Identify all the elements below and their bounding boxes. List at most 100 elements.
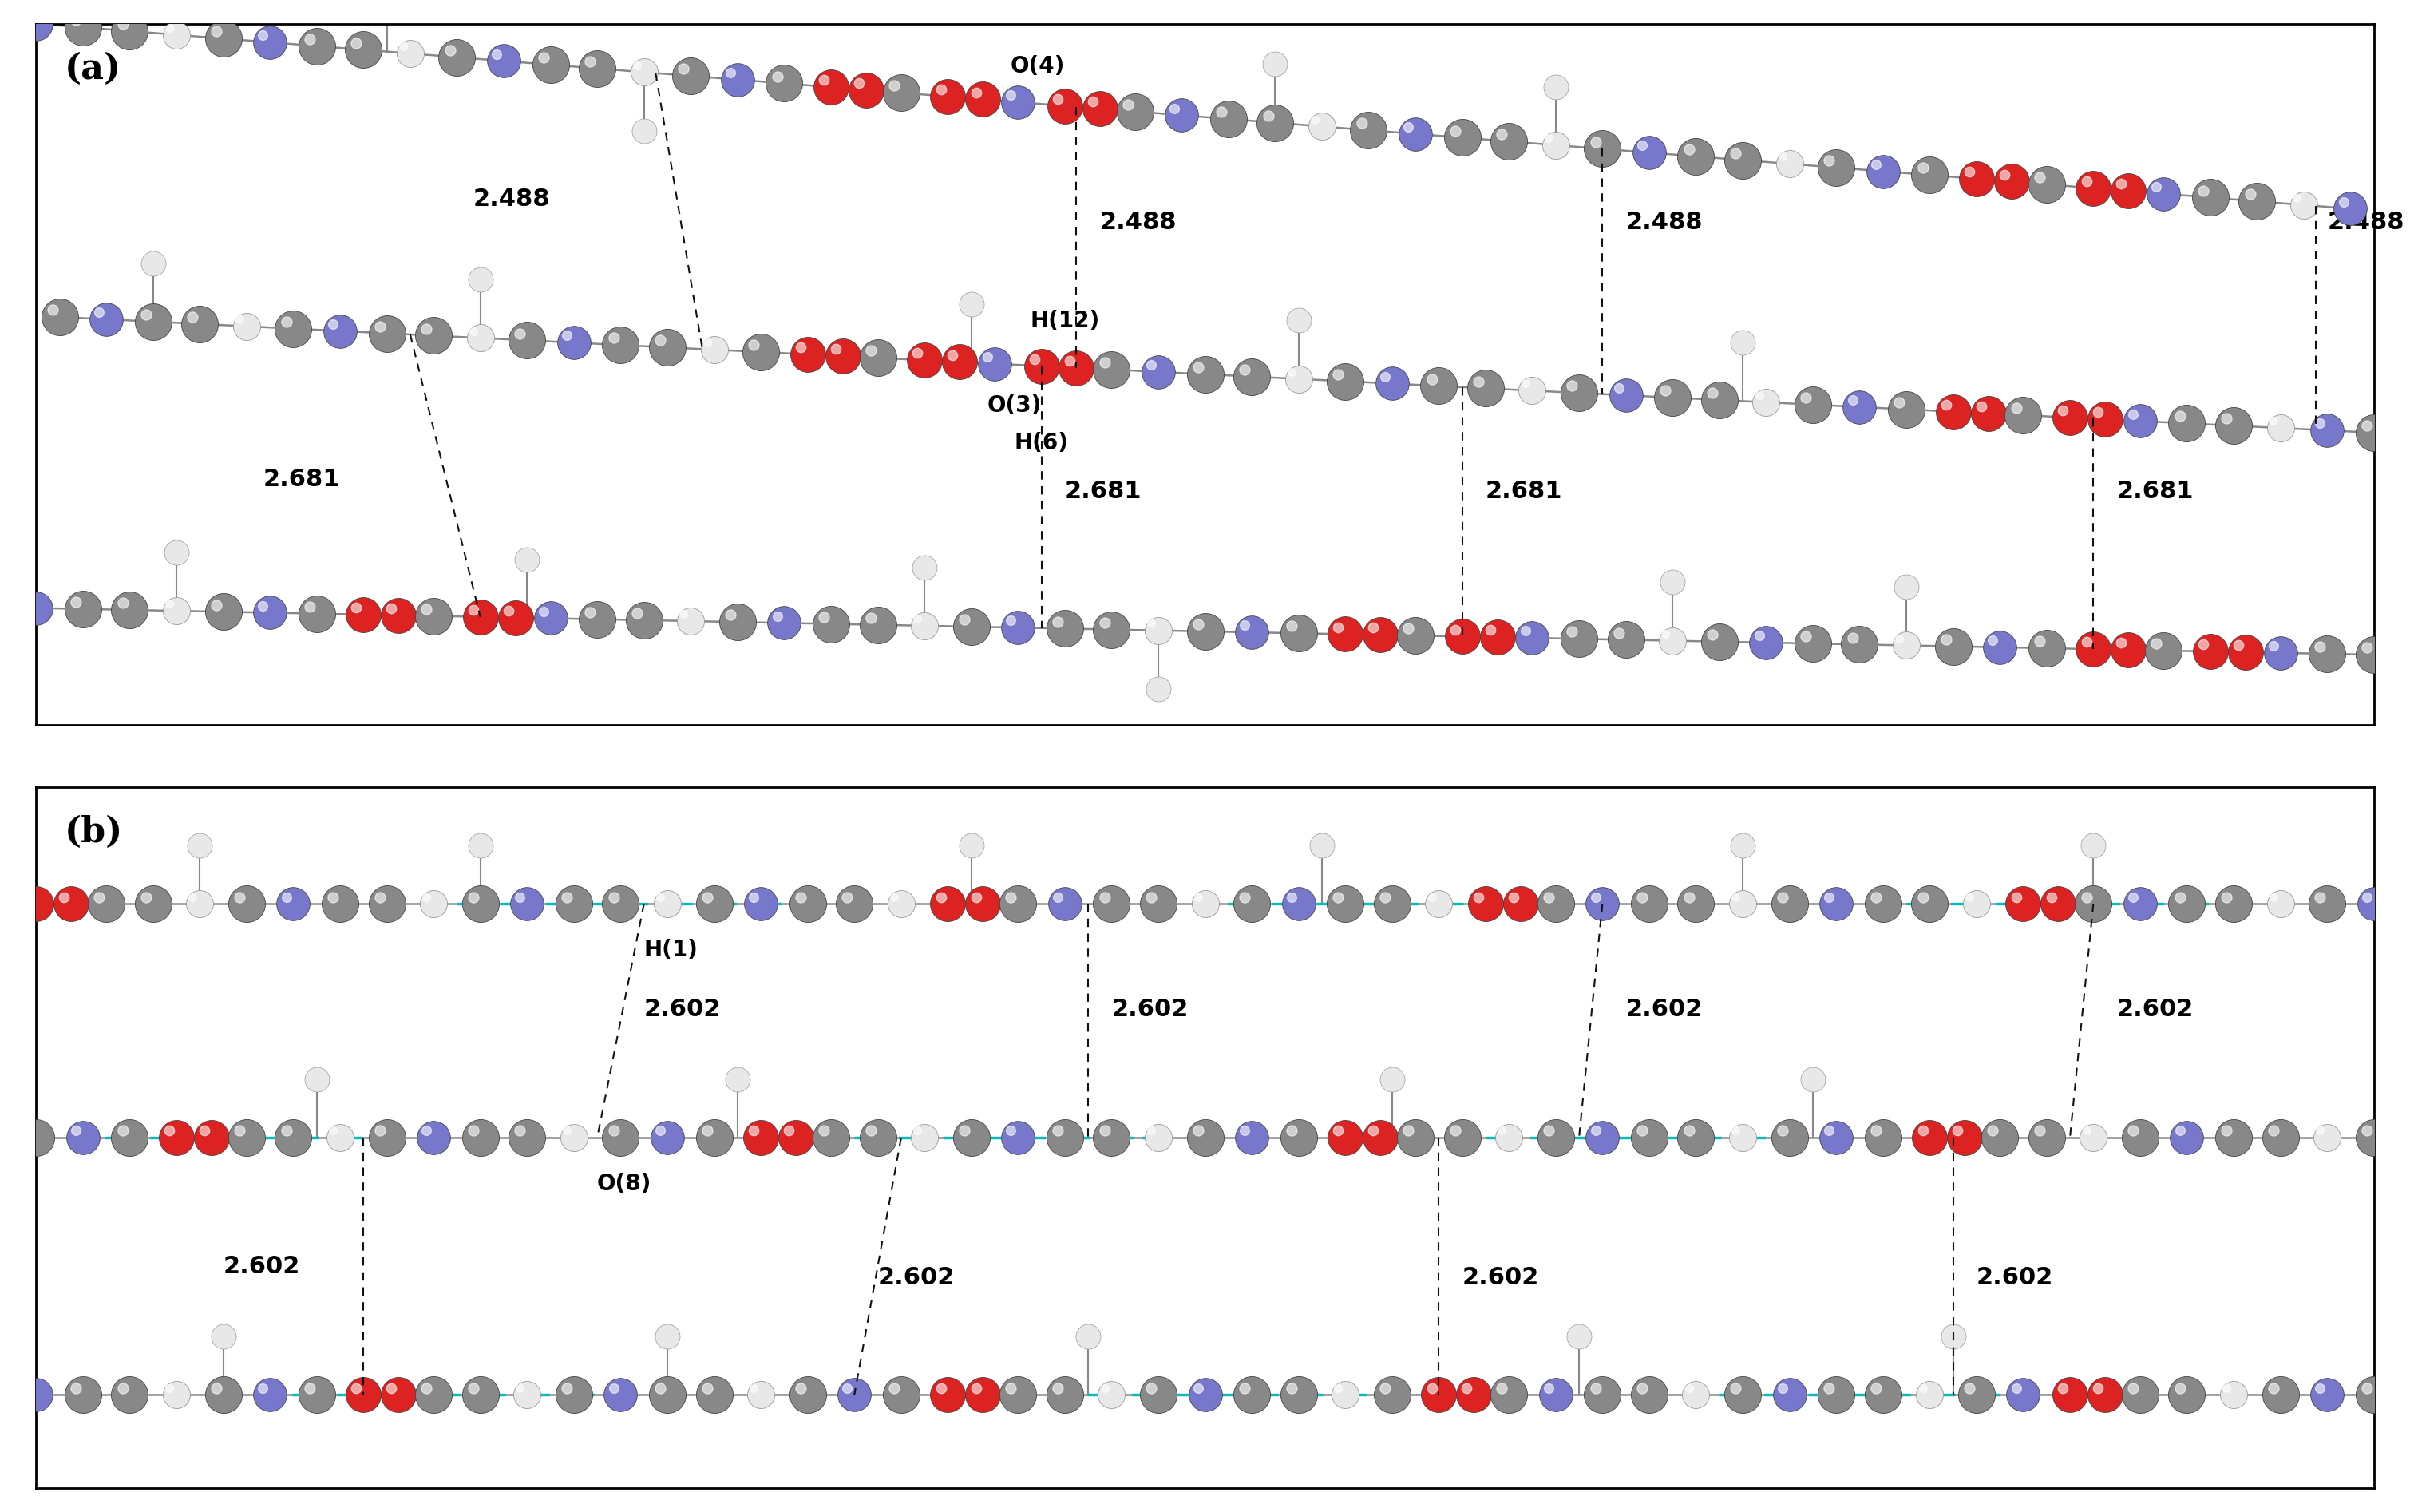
- Point: [2208, 1376, 2246, 1400]
- Point: [509, 1383, 547, 1408]
- Point: [718, 609, 757, 634]
- Point: [10, 885, 48, 909]
- Point: [1140, 1383, 1178, 1408]
- Point: [1482, 122, 1521, 147]
- Point: [157, 540, 195, 564]
- Point: [846, 77, 884, 101]
- Point: [547, 324, 586, 348]
- Point: [1395, 623, 1434, 647]
- Point: [1272, 360, 1311, 384]
- Point: [1342, 110, 1381, 135]
- Point: [243, 594, 282, 618]
- Point: [1224, 885, 1263, 909]
- Text: 2.488: 2.488: [472, 187, 549, 210]
- Point: [1039, 1376, 1077, 1400]
- Point: [1178, 1119, 1217, 1143]
- Point: [624, 60, 663, 85]
- Point: [460, 1383, 499, 1408]
- Text: H(6): H(6): [1015, 431, 1068, 454]
- Point: [496, 605, 535, 629]
- Point: [2355, 643, 2393, 667]
- Point: [1538, 133, 1576, 157]
- Point: [1653, 386, 1692, 410]
- Point: [2302, 1119, 2340, 1143]
- Point: [2020, 165, 2058, 189]
- Point: [321, 1125, 359, 1149]
- Point: [1366, 885, 1405, 909]
- Point: [945, 1119, 983, 1143]
- Point: [1670, 885, 1709, 909]
- Point: [489, 599, 528, 623]
- Point: [2114, 1119, 2152, 1143]
- Point: [952, 614, 991, 638]
- Point: [1444, 125, 1482, 150]
- Point: [812, 76, 851, 100]
- Point: [501, 1376, 540, 1400]
- Point: [17, 1125, 55, 1149]
- Point: [1538, 74, 1576, 98]
- Point: [1764, 145, 1803, 169]
- Text: O(3): O(3): [986, 395, 1041, 416]
- Point: [1863, 892, 1901, 916]
- Point: [1810, 1376, 1848, 1400]
- Point: [337, 1376, 376, 1400]
- Point: [219, 885, 258, 909]
- Point: [1058, 355, 1097, 380]
- Point: [251, 30, 289, 54]
- Point: [882, 892, 921, 916]
- Point: [1653, 629, 1692, 653]
- Point: [1046, 1383, 1084, 1408]
- Point: [1629, 892, 1668, 916]
- Point: [63, 1383, 101, 1408]
- Point: [2309, 641, 2347, 665]
- Point: [2167, 1125, 2205, 1149]
- Point: [1140, 1125, 1178, 1149]
- Point: [1395, 1125, 1434, 1149]
- Point: [998, 91, 1036, 115]
- Point: [687, 1119, 725, 1143]
- Point: [10, 5, 48, 29]
- Point: [1933, 634, 1971, 658]
- Point: [742, 1383, 781, 1408]
- Point: [2215, 1383, 2253, 1408]
- Point: [547, 1119, 586, 1143]
- Point: [63, 1125, 101, 1149]
- Point: [1629, 141, 1668, 165]
- Point: [407, 1119, 446, 1143]
- Point: [1981, 635, 2020, 659]
- Text: (a): (a): [65, 51, 120, 86]
- Point: [321, 892, 359, 916]
- Point: [1677, 892, 1716, 916]
- Point: [1692, 623, 1730, 647]
- Point: [882, 80, 921, 104]
- Point: [1280, 621, 1318, 646]
- Point: [641, 885, 680, 909]
- Point: [1374, 892, 1412, 916]
- Point: [1232, 620, 1270, 644]
- Point: [1470, 618, 1509, 643]
- Point: [1051, 349, 1089, 373]
- Point: [2109, 178, 2147, 203]
- Point: [1810, 1119, 1848, 1143]
- Point: [1395, 122, 1434, 147]
- Point: [1559, 381, 1598, 405]
- Point: [1904, 1119, 1942, 1143]
- Point: [2039, 892, 2077, 916]
- Point: [764, 611, 803, 635]
- Point: [1436, 617, 1475, 641]
- Point: [509, 328, 547, 352]
- Point: [687, 885, 725, 909]
- Point: [193, 1125, 231, 1149]
- Point: [2167, 1383, 2205, 1408]
- Point: [453, 885, 492, 909]
- Point: [157, 1383, 195, 1408]
- Point: [2075, 892, 2114, 916]
- Point: [554, 331, 593, 355]
- Point: [1133, 352, 1171, 376]
- Point: [1133, 1376, 1171, 1400]
- Point: [921, 1376, 959, 1400]
- Point: [205, 1383, 243, 1408]
- Point: [1530, 1119, 1569, 1143]
- Point: [1747, 631, 1786, 655]
- Point: [957, 885, 995, 909]
